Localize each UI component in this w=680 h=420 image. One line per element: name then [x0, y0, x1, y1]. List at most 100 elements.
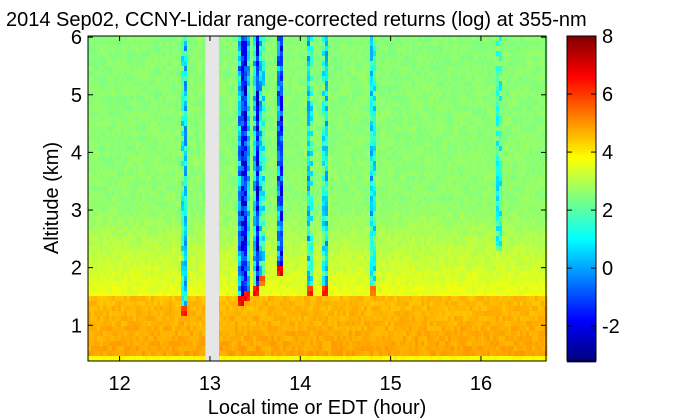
heatmap-cell: [262, 51, 266, 57]
heatmap-cell: [289, 276, 293, 282]
heatmap-cell: [232, 166, 236, 172]
heatmap-cell: [136, 346, 140, 352]
heatmap-cell: [247, 196, 251, 202]
heatmap-cell: [262, 156, 266, 162]
heatmap-cell: [187, 136, 191, 142]
heatmap-cell: [178, 116, 182, 122]
heatmap-cell: [127, 281, 131, 287]
heatmap-cell: [196, 151, 200, 157]
heatmap-cell: [283, 36, 287, 42]
heatmap-cell: [274, 306, 278, 312]
heatmap-cell: [142, 116, 146, 122]
heatmap-cell: [175, 61, 179, 67]
heatmap-cell: [298, 196, 302, 202]
heatmap-cell: [112, 86, 116, 92]
heatmap-cell: [253, 276, 257, 282]
heatmap-cell: [172, 301, 176, 307]
heatmap-cell: [127, 176, 131, 182]
heatmap-cell: [244, 41, 248, 47]
heatmap-cell: [253, 186, 257, 192]
heatmap-cell: [241, 146, 245, 152]
heatmap-cell: [310, 111, 314, 117]
heatmap-cell: [259, 56, 263, 62]
heatmap-cell: [109, 246, 113, 252]
heatmap-cell: [193, 86, 197, 92]
heatmap-cell: [100, 101, 104, 107]
heatmap-cell: [295, 336, 299, 342]
heatmap-cell: [175, 261, 179, 267]
heatmap-cell: [115, 266, 119, 272]
heatmap-cell: [262, 71, 266, 77]
heatmap-cell: [253, 341, 257, 347]
heatmap-cell: [163, 101, 167, 107]
heatmap-cell: [166, 106, 170, 112]
heatmap-cell: [166, 311, 170, 317]
heatmap-cell: [286, 306, 290, 312]
heatmap-cell: [313, 41, 317, 47]
heatmap-cell: [169, 131, 173, 137]
heatmap-cell: [199, 106, 203, 112]
heatmap-cell: [91, 296, 95, 302]
heatmap-cell: [274, 121, 278, 127]
heatmap-cell: [190, 271, 194, 277]
heatmap-cell: [103, 226, 107, 232]
heatmap-cell: [121, 106, 125, 112]
heatmap-cell: [97, 331, 101, 337]
heatmap-cell: [268, 271, 272, 277]
heatmap-cell: [313, 46, 317, 52]
heatmap-cell: [115, 151, 119, 157]
heatmap-cell: [148, 191, 152, 197]
heatmap-cell: [265, 276, 269, 282]
heatmap-cell: [97, 126, 101, 132]
heatmap-cell: [316, 261, 320, 267]
heatmap-cell: [247, 86, 251, 92]
heatmap-cell: [298, 81, 302, 87]
heatmap-cell: [121, 71, 125, 77]
heatmap-cell: [181, 346, 185, 352]
heatmap-cell: [121, 211, 125, 217]
heatmap-cell: [244, 111, 248, 117]
heatmap-cell: [268, 221, 272, 227]
heatmap-cell: [250, 186, 254, 192]
heatmap-cell: [142, 91, 146, 97]
heatmap-cell: [157, 76, 161, 82]
heatmap-cell: [313, 96, 317, 102]
heatmap-cell: [187, 86, 191, 92]
heatmap-cell: [151, 226, 155, 232]
heatmap-cell: [259, 41, 263, 47]
heatmap-cell: [145, 91, 149, 97]
heatmap-cell: [133, 246, 137, 252]
heatmap-cell: [298, 306, 302, 312]
heatmap-cell: [289, 306, 293, 312]
heatmap-cell: [124, 41, 128, 47]
heatmap-cell: [133, 86, 137, 92]
heatmap-cell: [316, 296, 320, 302]
heatmap-cell: [265, 246, 269, 252]
heatmap-cell: [304, 171, 308, 177]
heatmap-cell: [253, 346, 257, 352]
heatmap-cell: [196, 131, 200, 137]
heatmap-cell: [241, 331, 245, 337]
heatmap-cell: [88, 351, 92, 357]
heatmap-cell: [313, 91, 317, 97]
heatmap-cell: [124, 356, 128, 362]
heatmap-cell: [112, 191, 116, 197]
heatmap-cell: [106, 91, 110, 97]
heatmap-cell: [250, 176, 254, 182]
heatmap-cell: [262, 356, 266, 362]
heatmap-cell: [193, 101, 197, 107]
heatmap-cell: [100, 96, 104, 102]
heatmap-cell: [247, 41, 251, 47]
heatmap-cell: [250, 71, 254, 77]
heatmap-cell: [94, 91, 98, 97]
heatmap-cell: [241, 206, 245, 212]
heatmap-cell: [127, 276, 131, 282]
heatmap-cell: [241, 91, 245, 97]
heatmap-cell: [193, 96, 197, 102]
heatmap-cell: [175, 76, 179, 82]
heatmap-cell: [169, 231, 173, 237]
heatmap-cell: [184, 116, 188, 122]
heatmap-cell: [121, 81, 125, 87]
heatmap-cell: [178, 76, 182, 82]
heatmap-cell: [97, 141, 101, 147]
